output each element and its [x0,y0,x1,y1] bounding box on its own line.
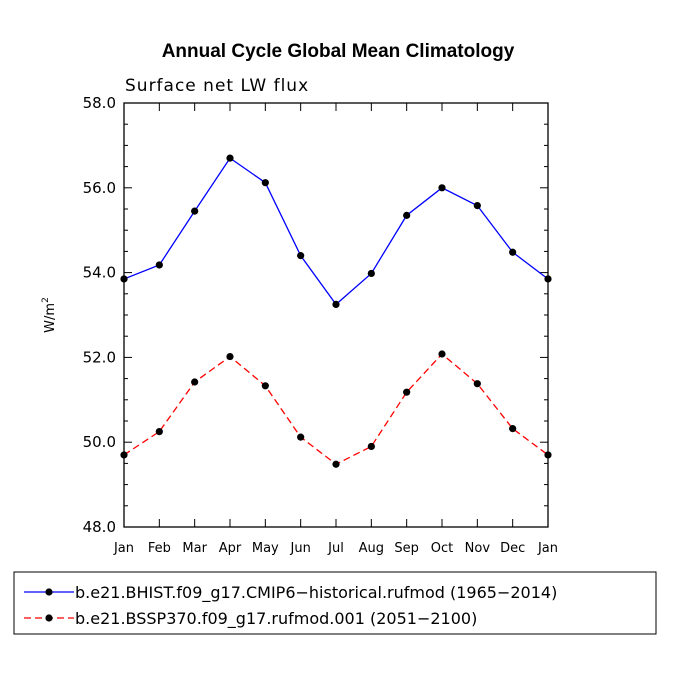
data-point [261,179,269,187]
x-tick-label: Nov [465,541,491,556]
y-axis: 48.0 50.0 52.0 54.0 56.0 58.0 [83,94,548,536]
y-tick-label: 48.0 [83,518,116,536]
data-point [155,428,163,436]
data-point [261,382,269,390]
x-tick-label: Dec [500,541,525,556]
data-point [509,425,517,433]
x-tick-label: Jan [537,541,558,556]
data-point [438,350,446,358]
y-tick-label: 56.0 [83,179,116,197]
data-point [332,300,340,308]
series-line [123,353,549,466]
data-point [367,269,375,278]
y-tick-label: 50.0 [83,433,116,451]
x-tick-label: Feb [148,541,171,556]
series-2 [120,350,552,468]
data-point [473,380,481,388]
chart-title: Annual Cycle Global Mean Climatology [162,41,515,62]
legend-label-1: b.e21.BHIST.f09_g17.CMIP6−historical.ruf… [75,583,557,603]
y-tick-label: 54.0 [83,264,116,282]
data-point [403,211,411,219]
series-1 [120,154,552,308]
x-tick-label: Jul [327,541,344,556]
data-point [544,275,552,283]
data-point [403,388,411,396]
data-point [438,184,446,192]
data-point [191,207,199,215]
x-tick-label: Aug [359,541,384,556]
series-line [123,157,549,306]
data-point [226,154,234,162]
x-tick-label: Oct [431,541,453,556]
data-point [544,451,552,459]
data-point [226,352,234,361]
data-point [473,202,481,210]
data-point [191,378,199,386]
x-tick-label: May [252,541,279,556]
x-tick-label: Jun [290,541,311,556]
legend-box [13,571,657,635]
data-point [509,248,517,256]
chart-subtitle: Surface net LW flux [125,76,309,96]
y-tick-label: 58.0 [83,94,116,112]
legend-label-2: b.e21.BSSP370.f09_g17.rufmod.001 (2051−2… [75,609,477,629]
legend-marker-2 [45,614,53,622]
x-tick-label: Mar [182,541,207,556]
data-point [367,442,375,451]
data-point [297,433,305,441]
x-axis: Jan Feb Mar Apr May Jun Jul Aug Sep Oct Nov Dec Jan [113,103,558,556]
data-point [120,451,128,459]
legend: b.e21.BHIST.f09_g17.CMIP6−historical.ruf… [13,571,657,635]
data-point [297,252,305,260]
y-axis-label: W/m2 [41,297,58,333]
x-tick-label: Jan [113,541,134,556]
series-group [120,154,552,468]
data-point [155,261,163,269]
x-tick-label: Apr [219,541,242,556]
y-tick-label: 52.0 [83,348,116,366]
data-point [120,275,128,283]
legend-marker-1 [45,588,53,596]
data-point [332,460,340,468]
x-tick-label: Sep [394,541,419,556]
